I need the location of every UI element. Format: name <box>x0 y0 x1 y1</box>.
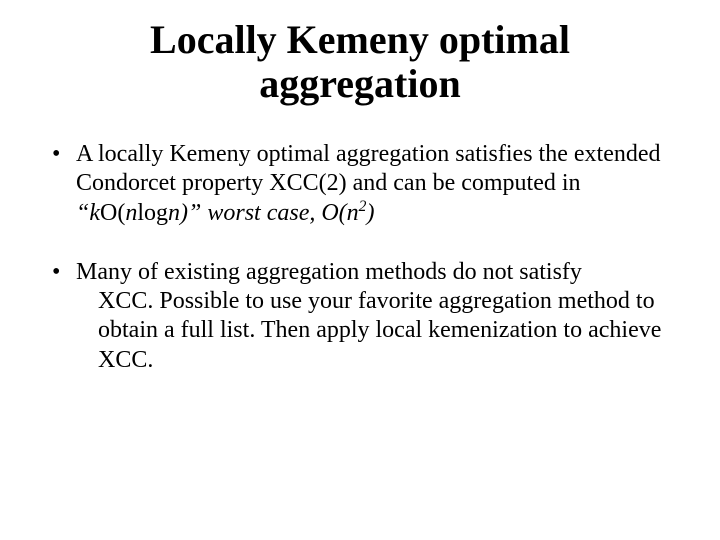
bullet-1-italic: “kO(nlogn)” worst case, O(n2) <box>76 200 374 226</box>
title-line-2: aggregation <box>259 61 460 106</box>
slide-title: Locally Kemeny optimal aggregation <box>48 18 672 106</box>
bullet-2: Many of existing aggregation methods do … <box>48 258 672 375</box>
bullet-2-line1: Many of existing aggregation methods do … <box>76 259 582 285</box>
bullet-2-line2: XCC. Possible to use your favorite aggre… <box>76 287 672 375</box>
bullet-1: A locally Kemeny optimal aggregation sat… <box>48 140 672 228</box>
slide: Locally Kemeny optimal aggregation A loc… <box>0 0 720 540</box>
bullet-list: A locally Kemeny optimal aggregation sat… <box>48 140 672 375</box>
bullet-1-text: A locally Kemeny optimal aggregation sat… <box>76 141 661 196</box>
title-line-1: Locally Kemeny optimal <box>150 17 570 62</box>
